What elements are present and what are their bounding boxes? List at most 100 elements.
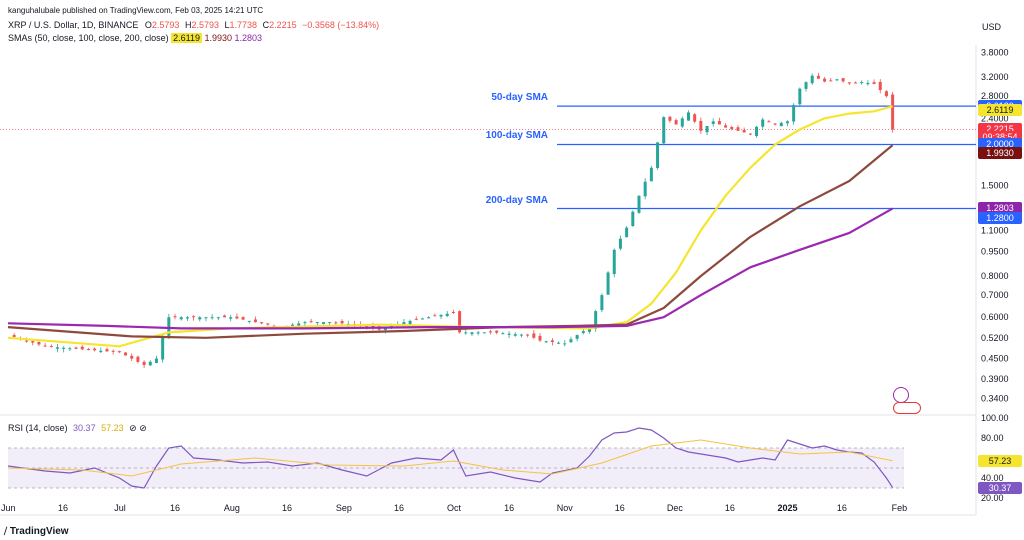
candle-body — [878, 81, 882, 91]
ohlc-legend[interactable]: XRP / U.S. Dollar, 1D, BINANCE O2.5793 H… — [8, 20, 379, 30]
rsi-legend[interactable]: RSI (14, close) 30.37 57.23 ⊘ ⊘ — [8, 423, 147, 434]
candle-body — [674, 120, 678, 125]
rsi-tick-label: 20.00 — [981, 493, 1004, 503]
x-tick-label: Sep — [336, 503, 352, 513]
candle-body — [785, 121, 789, 124]
candle-body — [618, 238, 622, 249]
candle-body — [154, 358, 158, 363]
publisher-caption: kanguhalubale published on TradingView.c… — [8, 6, 264, 15]
candle-body — [482, 332, 486, 334]
candle-body — [439, 314, 443, 317]
candle-body — [260, 322, 264, 324]
rsi-badge: 57.23 — [978, 454, 1022, 467]
candle-body — [445, 313, 449, 317]
candle-body — [173, 316, 177, 318]
candle-body — [600, 295, 604, 311]
candle-body — [841, 78, 845, 82]
price-badge: 1.9930 — [978, 147, 1022, 160]
y-tick-label: 0.4500 — [981, 354, 1009, 364]
candle-body — [804, 82, 808, 89]
candle-body — [847, 82, 851, 84]
candle-body — [130, 355, 134, 359]
x-tick-label: 16 — [504, 503, 514, 513]
candle-body — [43, 345, 47, 347]
candle-body — [748, 133, 752, 135]
close-label: C — [262, 20, 270, 30]
candle-body — [185, 317, 189, 319]
x-tick-label: 16 — [282, 503, 292, 513]
candle-body — [402, 322, 406, 325]
candle-body — [99, 350, 103, 353]
candle-body — [767, 121, 771, 123]
candle-body — [643, 181, 647, 197]
x-tick-label: 16 — [394, 503, 404, 513]
candle-body — [779, 122, 783, 127]
candle-body — [111, 350, 115, 352]
candle-body — [816, 75, 820, 79]
sma200-value: 1.2803 — [234, 33, 263, 43]
candle-body — [742, 130, 746, 133]
candle-body — [489, 331, 493, 333]
candle-body — [612, 249, 616, 275]
x-tick-label: 16 — [58, 503, 68, 513]
sma-legend[interactable]: SMAs (50, close, 100, close, 200, close)… — [8, 33, 262, 43]
sma50-value: 2.6119 — [171, 33, 202, 43]
sma-annotation-label: 200-day SMA — [485, 194, 548, 206]
candle-body — [649, 167, 653, 182]
candle-body — [464, 332, 468, 334]
close-value: 2.2215 — [269, 20, 297, 30]
alert-icon[interactable] — [893, 387, 909, 403]
candle-body — [433, 315, 437, 317]
high-value: 2.5793 — [191, 20, 219, 30]
x-tick-label: Nov — [557, 503, 574, 513]
candle-body — [829, 80, 833, 82]
candle-body — [210, 317, 214, 319]
y-tick-label: 0.3900 — [981, 374, 1009, 384]
candle-body — [507, 333, 511, 335]
candle-body — [724, 125, 728, 128]
candle-body — [854, 82, 858, 84]
candle-body — [420, 318, 424, 320]
x-tick-label: 16 — [170, 503, 180, 513]
candle-body — [717, 121, 721, 125]
change-value: −0.3568 (−13.84%) — [302, 20, 380, 30]
candle-body — [637, 195, 641, 213]
candle-body — [93, 348, 97, 351]
settings-icon[interactable]: ⊘ — [139, 423, 147, 433]
y-tick-label: 3.2000 — [981, 72, 1009, 82]
sma100-value: 1.9930 — [204, 33, 232, 43]
candle-body — [730, 127, 734, 130]
candle-body — [253, 319, 257, 323]
candle-body — [309, 321, 313, 323]
x-tick-label: Oct — [447, 503, 462, 513]
candle-body — [495, 330, 499, 333]
candle-body — [303, 322, 307, 324]
candle-body — [792, 105, 796, 122]
price-badge: 2.6119 — [978, 103, 1022, 116]
candle-body — [538, 335, 542, 341]
eye-off-icon[interactable]: ⊘ — [129, 423, 137, 433]
candle-body — [74, 347, 78, 349]
candle-body — [161, 337, 165, 360]
tradingview-logo[interactable]: ⧸ TradingView — [4, 526, 69, 537]
y-tick-label: 2.8000 — [981, 91, 1009, 101]
sma50-line — [7, 105, 893, 348]
candle-body — [866, 82, 870, 85]
candle-body — [680, 118, 684, 127]
sma-annotation-label: 100-day SMA — [485, 130, 548, 142]
rsi-value: 30.37 — [73, 423, 96, 433]
candle-body — [451, 311, 455, 313]
candle-body — [198, 317, 202, 320]
candle-body — [315, 322, 319, 324]
candle-body — [49, 346, 53, 348]
events-icon[interactable] — [893, 402, 921, 414]
tradingview-logo-text: TradingView — [9, 526, 69, 537]
sma200-line — [7, 207, 894, 330]
candle-body — [810, 75, 814, 84]
candle-body — [136, 356, 140, 362]
candle-body — [408, 320, 412, 325]
candle-body — [705, 126, 709, 133]
candle-body — [31, 341, 35, 343]
